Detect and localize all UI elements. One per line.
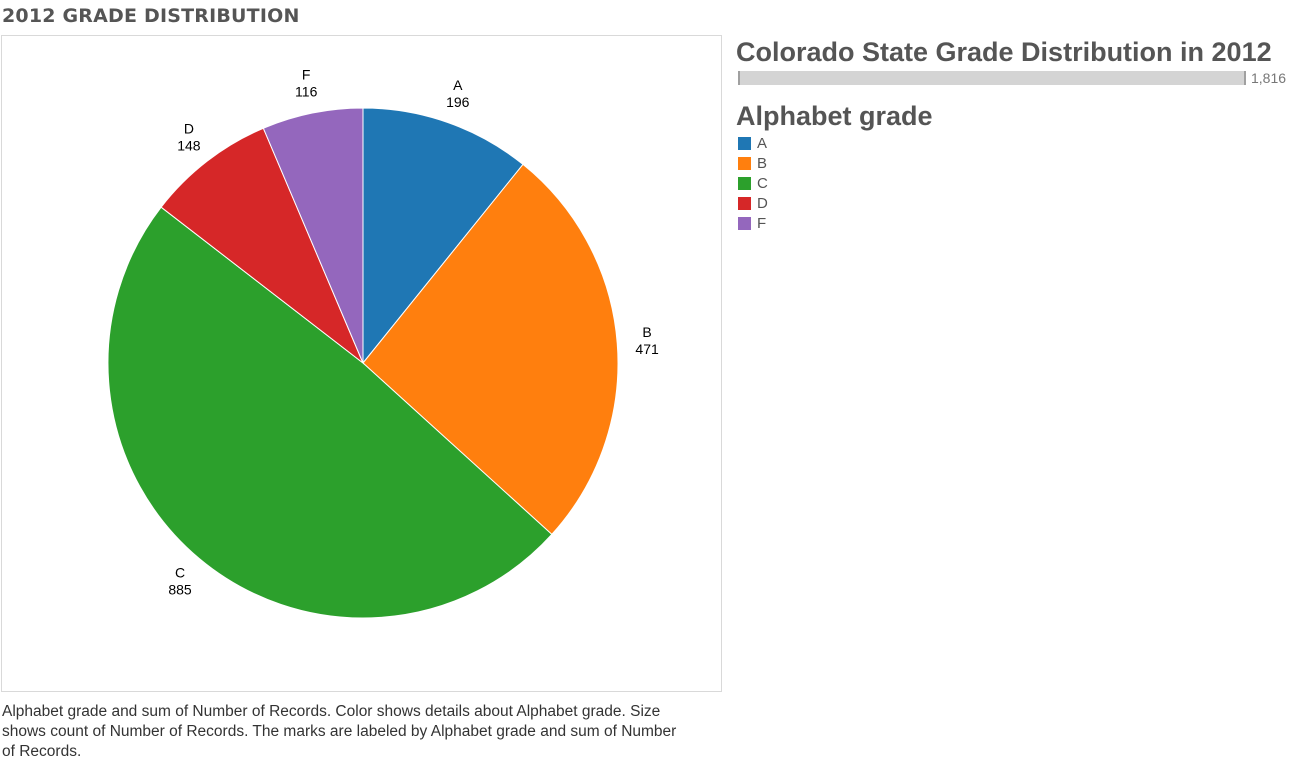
pie-chart-frame: A 196 B 471 C 885 D 148 F 116 <box>1 35 722 692</box>
pie-slice-d[interactable] <box>160 127 365 365</box>
legend-label-f: F <box>757 214 767 232</box>
pie-slice-b[interactable] <box>362 163 619 536</box>
pie-label-category-a: A <box>453 77 463 93</box>
legend-item-a[interactable]: A <box>736 133 1292 153</box>
legend-swatch-f <box>738 216 751 230</box>
pie-label-b: B 471 <box>635 324 659 357</box>
pie-slice-a[interactable] <box>362 107 524 365</box>
pie-label-value-c: 885 <box>168 582 192 598</box>
size-legend: 1,816 <box>736 69 1292 89</box>
legend-panel: Colorado State Grade Distribution in 201… <box>736 36 1292 233</box>
pie-label-value-d: 148 <box>177 137 201 153</box>
pie-label-category-f: F <box>302 67 311 83</box>
pie-slice-c[interactable] <box>107 206 553 619</box>
size-legend-title: Colorado State Grade Distribution in 201… <box>736 37 1272 67</box>
legend-swatch-b <box>738 156 751 170</box>
legend-item-f[interactable]: F <box>736 213 1292 233</box>
legend-label-b: B <box>757 154 768 172</box>
color-legend: A B C D F <box>736 133 1292 233</box>
pie-label-category-b: B <box>642 324 651 340</box>
legend-swatch-d <box>738 196 751 210</box>
pie-label-c: C 885 <box>168 565 192 598</box>
legend-swatch-a <box>738 136 751 150</box>
size-legend-value: 1,816 <box>1251 70 1287 86</box>
legend-swatch-c <box>738 176 751 190</box>
pie-label-value-a: 196 <box>446 94 470 110</box>
size-legend-bar <box>738 71 1246 85</box>
legend-item-c[interactable]: C <box>736 173 1292 193</box>
legend-label-d: D <box>757 194 768 212</box>
pie-label-d: D 148 <box>177 120 201 153</box>
pie-slice-f[interactable] <box>262 107 364 364</box>
chart-caption: Alphabet grade and sum of Number of Reco… <box>2 703 677 760</box>
page-title: 2012 GRADE DISTRIBUTION <box>2 5 300 27</box>
legend-label-a: A <box>757 134 768 152</box>
pie-label-category-d: D <box>184 120 194 136</box>
pie-chart: A 196 B 471 C 885 D 148 F 116 <box>107 67 659 619</box>
pie-label-f: F 116 <box>295 67 318 100</box>
legend-item-b[interactable]: B <box>736 153 1292 173</box>
pie-label-a: A 196 <box>446 77 470 110</box>
pie-label-value-f: 116 <box>295 84 318 100</box>
pie-label-value-b: 471 <box>635 341 659 357</box>
legend-item-d[interactable]: D <box>736 193 1292 213</box>
pie-label-category-c: C <box>175 565 185 581</box>
color-legend-title: Alphabet grade <box>736 101 933 131</box>
legend-label-c: C <box>757 174 768 192</box>
